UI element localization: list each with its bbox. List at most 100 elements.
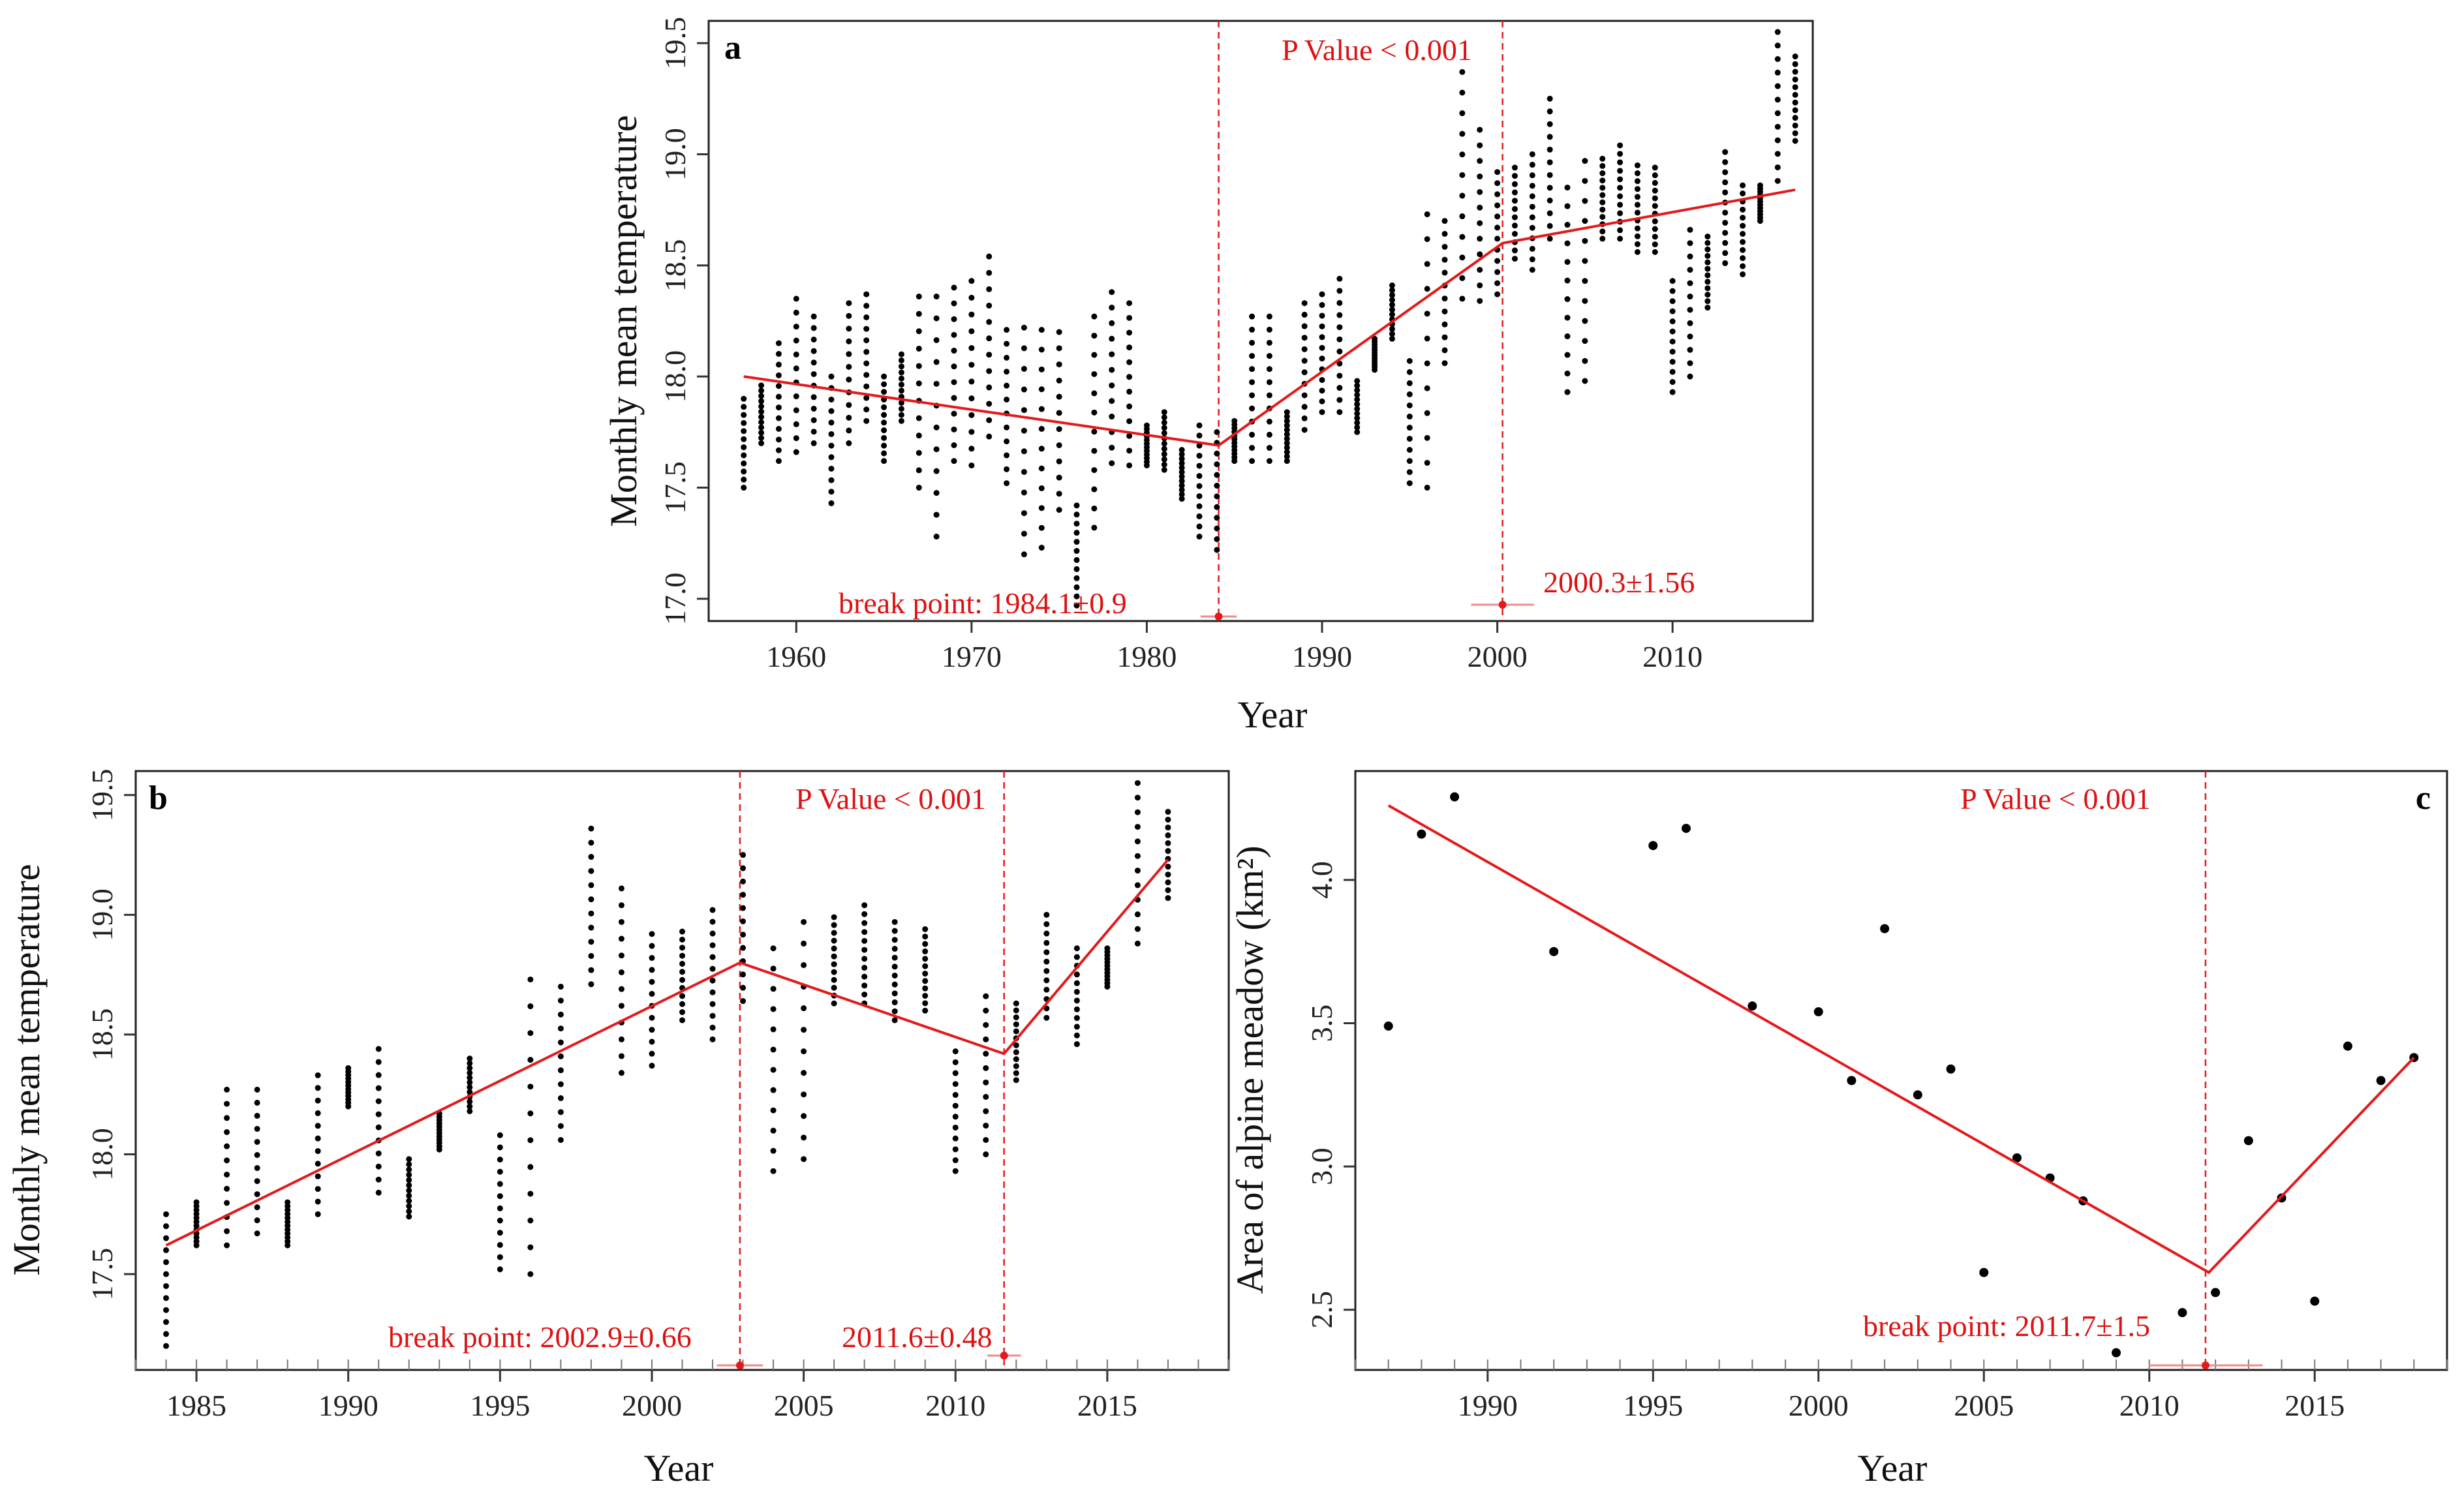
data-point [1617, 227, 1624, 234]
data-point [951, 348, 957, 354]
panel-b-y-axis-title: Monthly mean temperature [5, 864, 48, 1275]
data-point [345, 1065, 352, 1071]
data-point [1511, 164, 1518, 171]
data-point [1704, 246, 1711, 252]
data-point [810, 313, 817, 320]
data-point [968, 395, 975, 402]
data-point [1634, 249, 1640, 255]
data-point [1740, 222, 1746, 229]
data-point [1073, 980, 1080, 986]
data-point [775, 383, 782, 389]
data-point [315, 1173, 321, 1179]
data-point [1161, 451, 1167, 457]
data-point [1547, 108, 1553, 115]
data-point [1599, 170, 1606, 177]
data-point [863, 406, 870, 413]
data-point [922, 948, 929, 954]
data-point [1424, 286, 1430, 292]
data-point [1722, 179, 1729, 186]
data-point [891, 1017, 898, 1024]
data-point [801, 918, 807, 925]
fit-line [1387, 804, 2415, 1275]
data-point [983, 1136, 989, 1143]
data-point [649, 979, 655, 985]
data-point [828, 489, 835, 495]
data-point [1687, 360, 1693, 367]
data-point [770, 1168, 777, 1174]
data-point [1617, 142, 1624, 149]
data-point [741, 419, 747, 426]
data-point [1038, 485, 1045, 491]
data-point [741, 412, 747, 418]
data-point [527, 1217, 534, 1224]
data-point [1013, 1063, 1019, 1069]
data-point [1792, 107, 1798, 114]
data-point [497, 1230, 503, 1236]
data-point [1564, 296, 1571, 303]
data-point [1459, 89, 1466, 96]
panel-a-p-value: P Value < 0.001 [1282, 33, 1472, 67]
data-point [315, 1085, 321, 1091]
data-point [1161, 456, 1167, 463]
data-point [679, 1017, 685, 1024]
data-point [1946, 1064, 1956, 1074]
data-point [1109, 305, 1115, 311]
data-point [740, 971, 747, 978]
data-point [1547, 134, 1553, 140]
data-point [916, 433, 922, 439]
data-point [497, 1205, 503, 1211]
data-point [1652, 226, 1658, 232]
data-point [1634, 178, 1640, 185]
data-point [527, 1164, 534, 1170]
data-point [1056, 491, 1062, 497]
data-point [968, 462, 975, 468]
data-point [1336, 275, 1343, 282]
data-point [1564, 277, 1571, 284]
data-point [1424, 335, 1430, 342]
data-point [224, 1086, 230, 1093]
data-point [1477, 127, 1483, 133]
data-point [1178, 496, 1185, 502]
data-point [1813, 1007, 1823, 1016]
data-point [315, 1135, 321, 1142]
data-point [1740, 255, 1746, 262]
data-point [618, 902, 624, 909]
data-point [952, 1157, 959, 1164]
data-point [1196, 503, 1203, 509]
data-point [1406, 447, 1413, 453]
data-point [831, 961, 837, 967]
data-point [1038, 505, 1045, 511]
data-point [775, 415, 782, 421]
data-point [1704, 234, 1711, 240]
data-point [224, 1228, 230, 1234]
data-point [1652, 241, 1658, 248]
data-point [1494, 191, 1501, 198]
data-point [679, 945, 685, 951]
data-point [1774, 42, 1781, 49]
data-point [1091, 371, 1098, 377]
data-point [1424, 360, 1430, 367]
data-point [1547, 121, 1553, 127]
data-point [1013, 1070, 1019, 1076]
data-point [1249, 339, 1255, 346]
data-point [1354, 391, 1361, 398]
data-point [1056, 329, 1062, 335]
x-tick-label: 2005 [774, 1389, 834, 1422]
data-point [770, 1147, 777, 1154]
data-point [1165, 816, 1171, 823]
data-point [2376, 1076, 2386, 1086]
y-tick-label: 3.5 [1305, 1005, 1338, 1042]
data-point [1091, 505, 1098, 511]
data-point [861, 911, 868, 917]
data-point [898, 412, 904, 418]
data-point [1165, 824, 1171, 830]
breakpoint-marker [1000, 1352, 1008, 1359]
data-point [983, 1036, 989, 1042]
data-point [1165, 832, 1171, 838]
data-point [1389, 311, 1395, 318]
data-point [163, 1295, 170, 1301]
data-point [709, 1024, 716, 1031]
data-point [1582, 158, 1588, 164]
data-point [618, 918, 624, 925]
data-point [1494, 291, 1501, 297]
